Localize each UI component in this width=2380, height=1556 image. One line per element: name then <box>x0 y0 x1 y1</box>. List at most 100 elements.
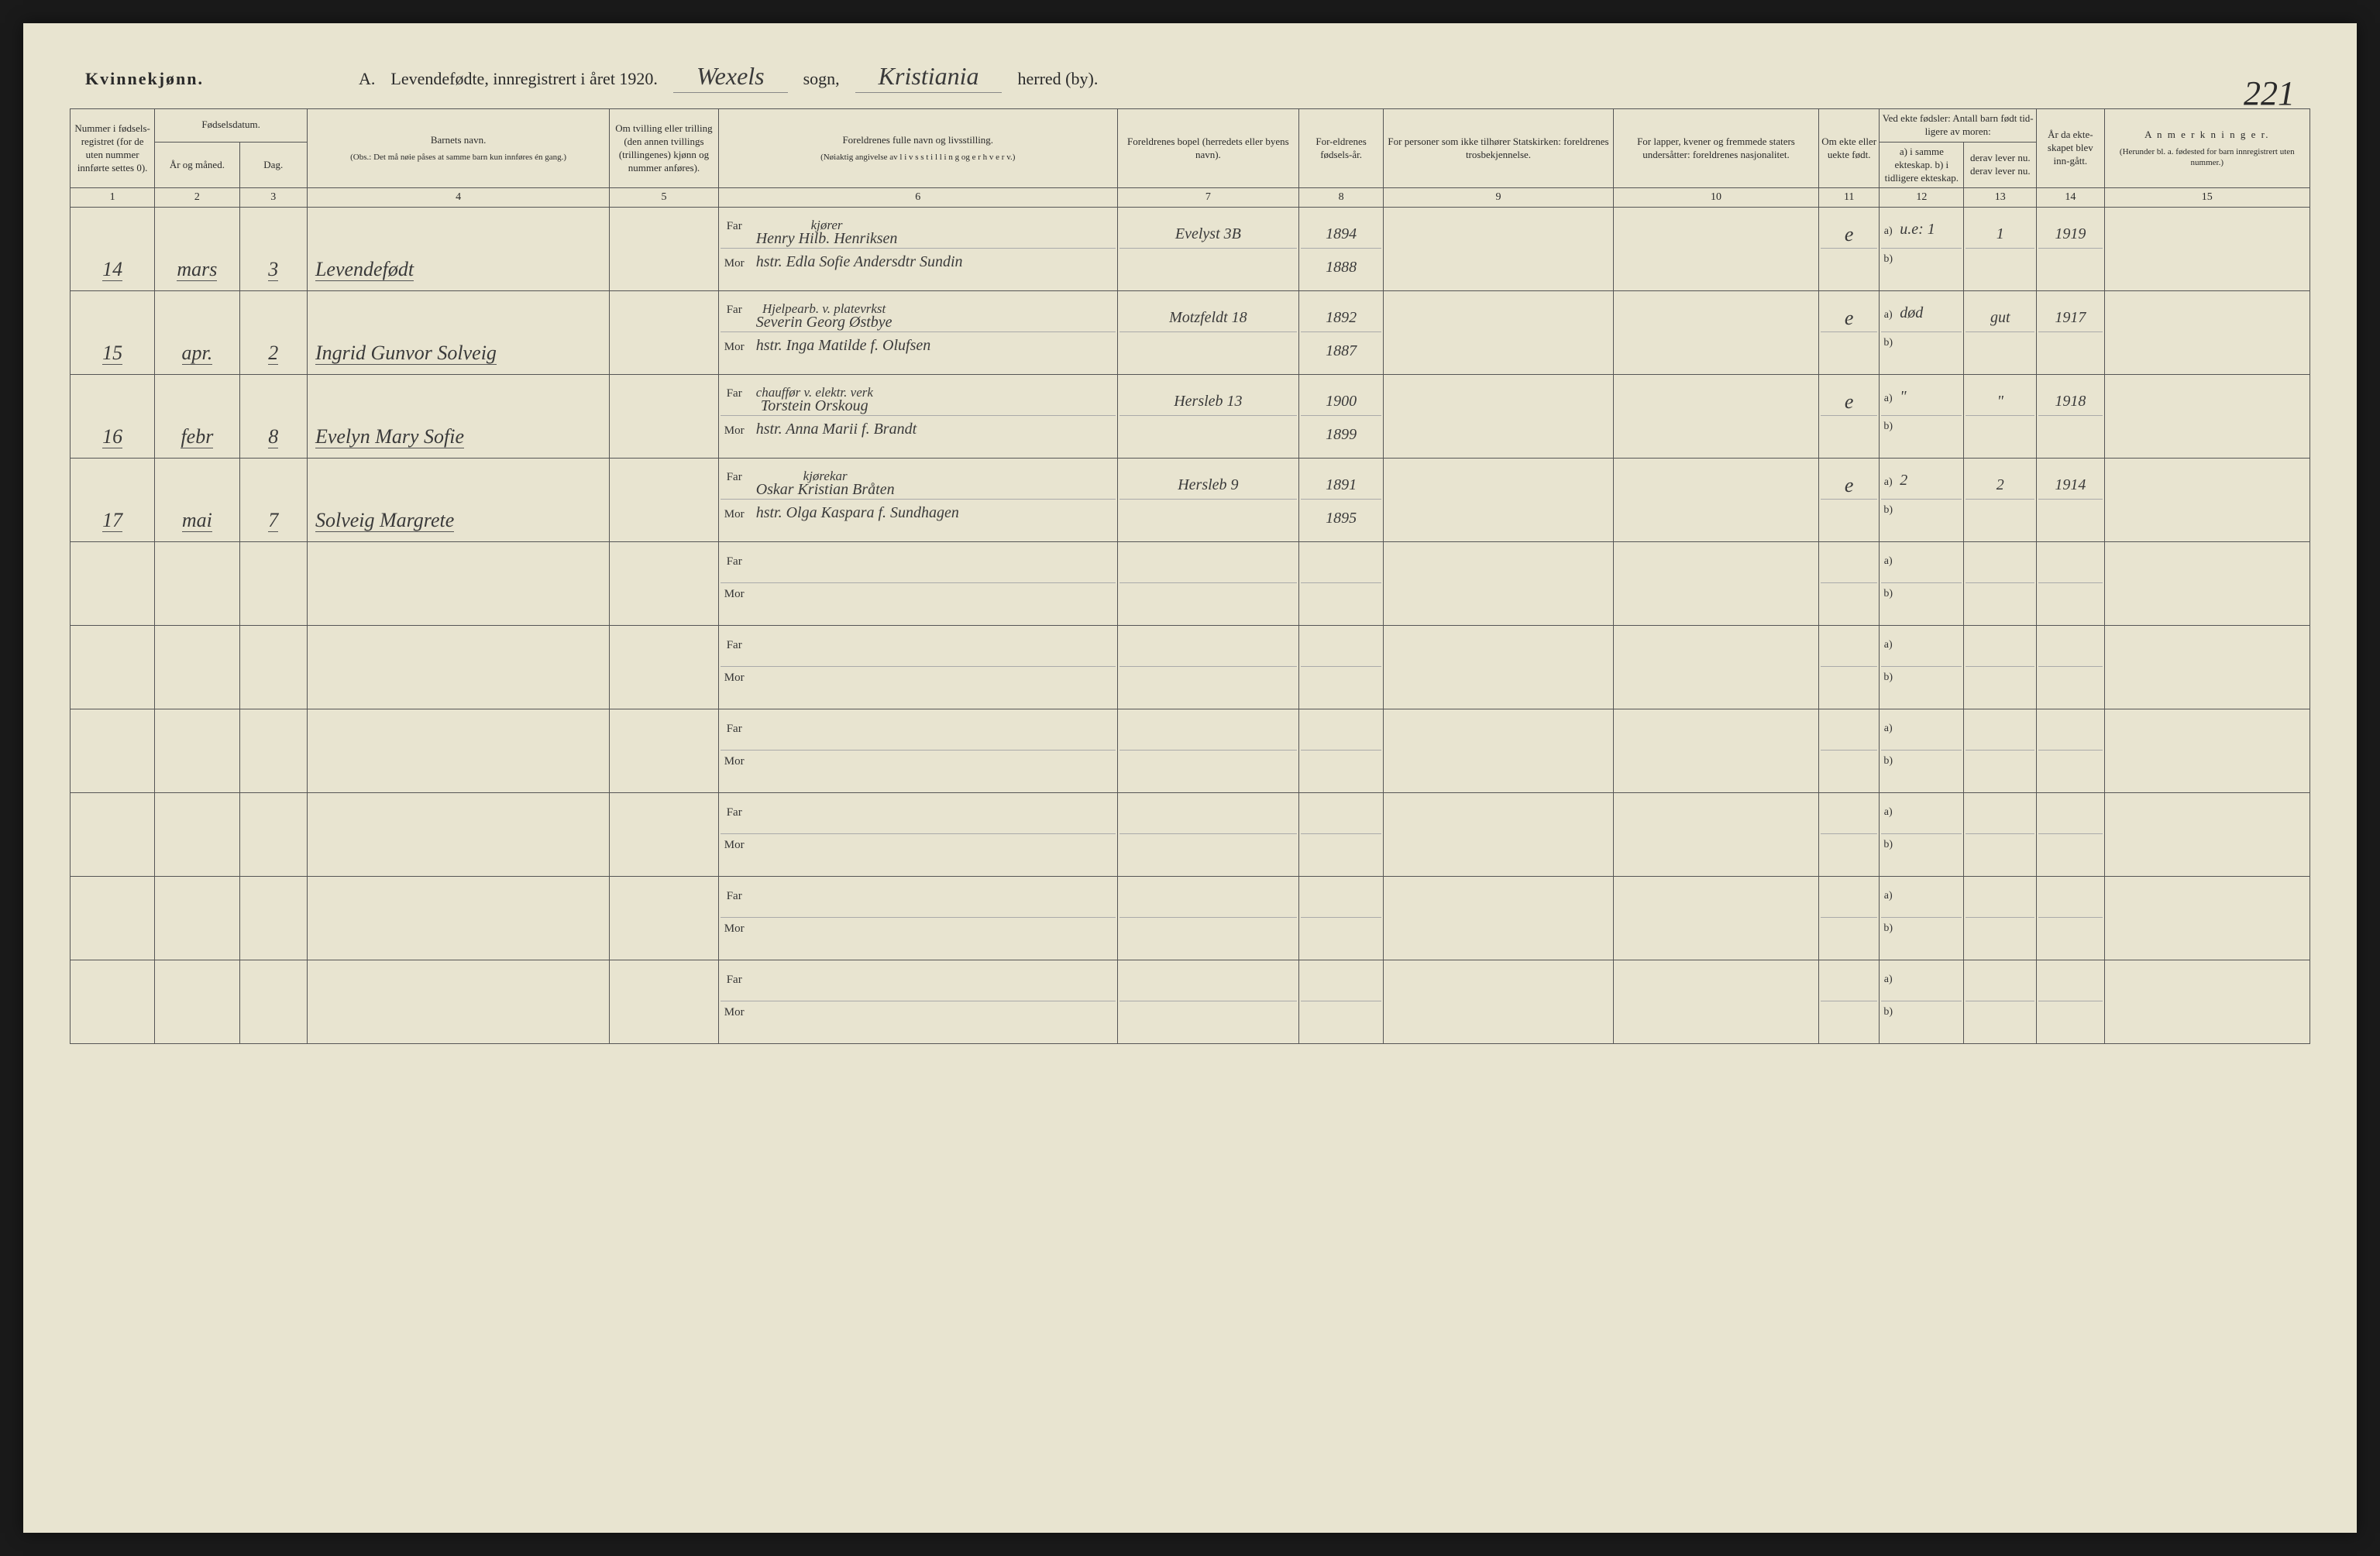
register-page: Kvinnekjønn. A. Levendefødte, innregistr… <box>23 23 2357 1533</box>
entry-twin <box>610 291 718 375</box>
colnum: 6 <box>718 188 1117 208</box>
sogn-value: Wexels <box>673 62 788 93</box>
entry-remarks <box>2104 291 2309 375</box>
col-header-12: a) i samme ekteskap. b) i tidligere ekte… <box>1880 142 1964 188</box>
entry-parents: FarkjørekarOskar Kristian BråtenMorhstr.… <box>718 459 1117 542</box>
table-header: Nummer i fødsels-registret (for de uten … <box>71 109 2310 208</box>
col-header-5: Om tvilling eller trilling (den annen tv… <box>610 109 718 188</box>
entry-marriage-year: 1918 <box>2037 375 2104 459</box>
entry-nationality <box>1613 208 1818 291</box>
entry-day: 2 <box>268 342 278 365</box>
entry-confession <box>1384 208 1614 291</box>
col-header-8: For-eldrenes fødsels-år. <box>1298 109 1383 188</box>
entry-nationality <box>1613 459 1818 542</box>
col-header-6-note: (Nøiaktig angivelse av l i v s s t i l l… <box>721 152 1116 163</box>
colnum: 8 <box>1298 188 1383 208</box>
entry-ekte: e <box>1819 291 1880 375</box>
colnum: 5 <box>610 188 718 208</box>
col-header-1213-group: Ved ekte fødsler: Antall barn født tid-l… <box>1880 109 2037 143</box>
table-row-empty: FarMora)b) <box>71 793 2310 877</box>
colnum: 14 <box>2037 188 2104 208</box>
entry-father: chauffør v. elektr. verkTorstein Orskoug <box>756 386 873 415</box>
colnum: 11 <box>1819 188 1880 208</box>
entry-living: " <box>1964 375 2037 459</box>
col-header-4-note: (Obs.: Det må nøie påses at samme barn k… <box>309 152 607 163</box>
entry-parents: FarkjørerHenry Hilb. HenriksenMorhstr. E… <box>718 208 1117 291</box>
col-header-11: Om ekte eller uekte født. <box>1819 109 1880 188</box>
entry-month: apr. <box>182 342 213 365</box>
gender-label: Kvinnekjønn. <box>85 69 204 89</box>
table-row-empty: FarMora)b) <box>71 709 2310 793</box>
far-label: Far <box>721 387 748 400</box>
entry-remarks <box>2104 459 2309 542</box>
entry-remarks <box>2104 375 2309 459</box>
table-row-empty: FarMora)b) <box>71 542 2310 626</box>
entry-confession <box>1384 459 1614 542</box>
col-header-3: Dag. <box>239 142 307 188</box>
col-header-2: År og måned. <box>155 142 239 188</box>
entry-child-name: Ingrid Gunvor Solveig <box>315 342 497 365</box>
entry-mother: hstr. Olga Kaspara f. Sundhagen <box>756 504 959 522</box>
entry-parents: FarHjelpearb. v. platevrkstSeverin Georg… <box>718 291 1117 375</box>
table-row: 14mars3LevendefødtFarkjørerHenry Hilb. H… <box>71 208 2310 291</box>
entry-month: mars <box>177 258 217 281</box>
entry-confession <box>1384 291 1614 375</box>
column-number-row: 1 2 3 4 5 6 7 8 9 10 11 12 13 14 15 <box>71 188 2310 208</box>
colnum: 1 <box>71 188 155 208</box>
colnum: 13 <box>1964 188 2037 208</box>
entry-prior-children: a)2b) <box>1880 459 1964 542</box>
entry-mother: hstr. Anna Marii f. Brandt <box>756 421 917 438</box>
title-main: Levendefødte, innregistrert i året 1920. <box>390 69 658 89</box>
entry-birth-years: 19001899 <box>1298 375 1383 459</box>
table-row-empty: FarMora)b) <box>71 960 2310 1044</box>
entry-number: 16 <box>102 425 122 448</box>
entry-prior-children: a)u.e: 1b) <box>1880 208 1964 291</box>
entry-month: febr <box>181 425 213 448</box>
colnum: 4 <box>307 188 609 208</box>
mor-label: Mor <box>721 922 748 936</box>
entry-ekte: e <box>1819 459 1880 542</box>
entry-twin <box>610 459 718 542</box>
mor-label: Mor <box>721 508 748 521</box>
title-prefix: A. <box>359 69 375 89</box>
entry-month: mai <box>182 509 212 532</box>
entry-marriage-year: 1914 <box>2037 459 2104 542</box>
entry-twin <box>610 208 718 291</box>
entry-marriage-year: 1917 <box>2037 291 2104 375</box>
far-label: Far <box>721 220 748 233</box>
entry-birth-years: 18911895 <box>1298 459 1383 542</box>
entry-ekte: e <box>1819 208 1880 291</box>
colnum: 3 <box>239 188 307 208</box>
entry-number: 14 <box>102 258 122 281</box>
col-header-6-title: Foreldrenes fulle navn og livsstilling. <box>721 134 1116 147</box>
entry-child-name: Evelyn Mary Sofie <box>315 425 464 448</box>
entry-address: Evelyst 3B <box>1117 208 1298 291</box>
col-header-4-title: Barnets navn. <box>309 134 607 147</box>
colnum: 2 <box>155 188 239 208</box>
mor-label: Mor <box>721 672 748 685</box>
far-label: Far <box>721 974 748 987</box>
mor-label: Mor <box>721 341 748 354</box>
far-label: Far <box>721 723 748 736</box>
entry-day: 8 <box>268 425 278 448</box>
table-row: 16 febr 8 Evelyn Mary Sofie Far chauffør v. e… <box>71 375 2310 459</box>
colnum: 9 <box>1384 188 1614 208</box>
entry-day: 7 <box>268 509 278 532</box>
colnum: 15 <box>2104 188 2309 208</box>
entry-father: kjørerHenry Hilb. Henriksen <box>756 218 898 248</box>
table-body: 14mars3LevendefødtFarkjørerHenry Hilb. H… <box>71 208 2310 1044</box>
col-header-date-group: Fødselsdatum. <box>155 109 308 143</box>
entry-birth-years: 18941888 <box>1298 208 1383 291</box>
col-header-15: A n m e r k n i n g e r. (Herunder bl. a… <box>2104 109 2309 188</box>
far-label: Far <box>721 471 748 484</box>
register-table: Nummer i fødsels-registret (for de uten … <box>70 108 2310 1044</box>
col-header-13: derav lever nu. derav lever nu. <box>1964 142 2037 188</box>
entry-child-name: Levendefødt <box>315 258 414 281</box>
col-header-1: Nummer i fødsels-registret (for de uten … <box>71 109 155 188</box>
colnum: 7 <box>1117 188 1298 208</box>
page-header: Kvinnekjønn. A. Levendefødte, innregistr… <box>70 62 2310 93</box>
entry-ekte: e <box>1819 375 1880 459</box>
entry-nationality <box>1613 291 1818 375</box>
entry-birth-years: 18921887 <box>1298 291 1383 375</box>
far-label: Far <box>721 304 748 317</box>
